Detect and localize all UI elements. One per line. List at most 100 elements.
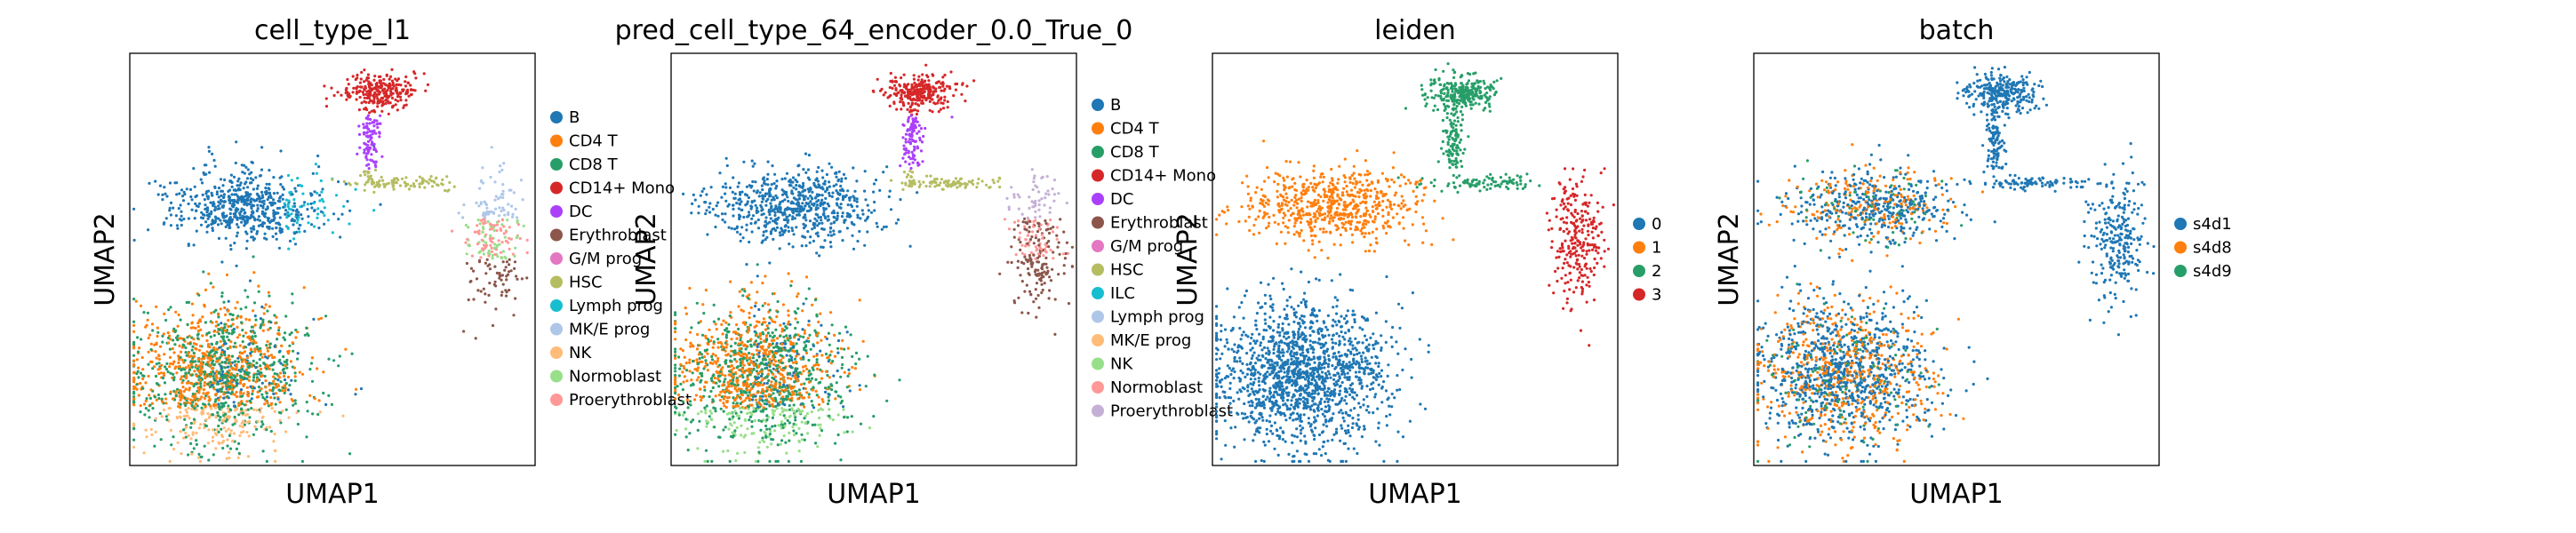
data-point <box>512 314 516 317</box>
data-point <box>371 140 374 144</box>
data-point <box>818 416 821 420</box>
data-point <box>203 303 206 306</box>
data-point <box>330 402 333 406</box>
data-point <box>819 380 822 384</box>
data-point <box>777 205 780 210</box>
data-point <box>147 336 150 340</box>
data-point <box>195 374 198 378</box>
data-point <box>797 184 802 187</box>
data-point <box>361 91 364 94</box>
data-point <box>774 204 778 208</box>
data-point <box>202 212 205 217</box>
data-point <box>229 340 233 344</box>
data-point <box>207 272 211 275</box>
data-point <box>237 177 241 180</box>
data-point <box>235 447 238 450</box>
data-point <box>848 389 852 393</box>
data-point <box>732 383 736 386</box>
data-point <box>825 370 828 373</box>
data-point <box>219 307 222 311</box>
data-point <box>192 243 196 247</box>
data-point <box>244 331 248 335</box>
data-point <box>679 382 683 386</box>
data-point <box>179 398 182 402</box>
data-point <box>255 232 259 235</box>
data-point <box>735 360 739 363</box>
data-point <box>749 306 753 309</box>
data-point <box>296 357 300 361</box>
data-point <box>291 193 294 196</box>
data-point <box>441 178 444 181</box>
data-point <box>364 84 367 88</box>
data-point <box>735 414 740 418</box>
data-point <box>237 333 242 337</box>
data-point <box>374 149 378 154</box>
data-point <box>184 431 188 435</box>
data-point <box>722 383 725 386</box>
data-point <box>467 226 470 229</box>
data-point <box>217 424 220 428</box>
data-point <box>176 338 180 342</box>
data-point <box>724 182 727 186</box>
data-point <box>392 179 396 182</box>
data-point <box>729 280 732 283</box>
data-point <box>272 198 276 202</box>
data-point <box>186 336 189 339</box>
data-point <box>179 430 182 434</box>
data-point <box>836 433 840 437</box>
data-point <box>841 211 844 215</box>
data-point <box>817 331 820 335</box>
data-point <box>749 338 753 341</box>
data-point <box>250 235 253 239</box>
data-point <box>211 370 214 373</box>
data-point <box>252 408 256 411</box>
data-point <box>150 402 154 405</box>
data-point <box>732 214 735 218</box>
data-point <box>228 345 232 348</box>
data-point <box>154 430 157 434</box>
data-point <box>768 364 772 369</box>
data-point <box>525 251 529 255</box>
data-point <box>482 287 485 290</box>
data-point <box>187 217 190 220</box>
data-point <box>176 324 180 328</box>
data-point <box>241 425 244 429</box>
data-point <box>388 84 392 88</box>
data-point <box>697 376 700 379</box>
data-point <box>228 221 231 226</box>
data-point <box>296 352 300 355</box>
data-point <box>686 449 690 452</box>
data-point <box>479 202 483 206</box>
data-point <box>841 362 844 367</box>
data-point <box>132 359 136 362</box>
data-point <box>754 398 758 402</box>
data-point <box>850 220 853 224</box>
data-point <box>197 452 201 456</box>
data-point <box>722 389 725 393</box>
data-point <box>187 243 190 246</box>
data-point <box>269 195 273 200</box>
data-point <box>719 390 723 394</box>
data-point <box>189 426 193 429</box>
data-point <box>318 410 322 414</box>
data-point <box>224 360 228 364</box>
data-point <box>172 351 176 354</box>
data-point <box>241 411 244 415</box>
data-point <box>800 438 804 442</box>
data-point <box>242 430 245 434</box>
data-point <box>493 265 497 268</box>
data-point <box>740 354 743 358</box>
data-point <box>299 205 302 209</box>
data-point <box>727 395 731 399</box>
data-point <box>248 318 252 322</box>
data-point <box>154 417 157 420</box>
data-point <box>233 393 236 396</box>
data-point <box>769 430 772 434</box>
data-point <box>816 235 820 238</box>
data-point <box>183 418 187 421</box>
data-point <box>261 329 265 332</box>
data-point <box>185 410 188 414</box>
data-point <box>409 84 412 87</box>
data-point <box>194 326 197 330</box>
data-point <box>745 369 748 372</box>
